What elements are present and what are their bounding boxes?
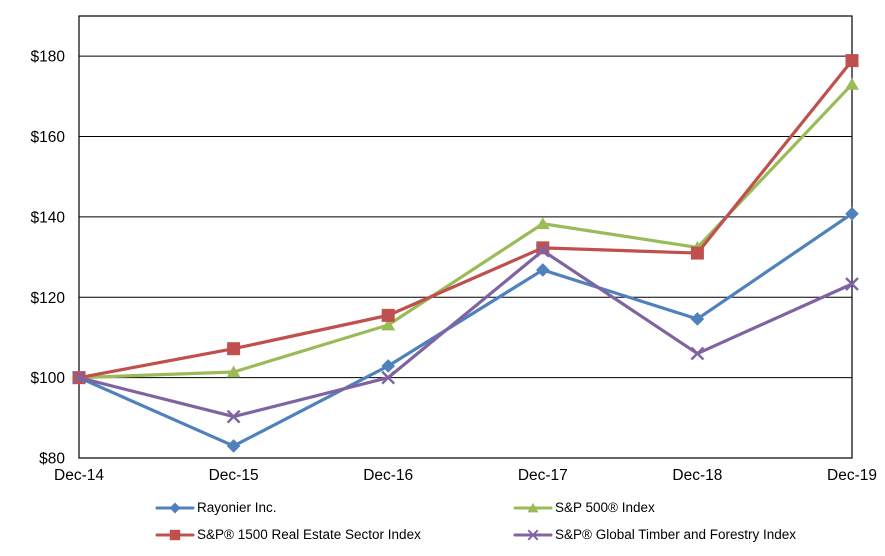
y-tick-label: $160 (31, 129, 66, 146)
y-tick-label: $120 (31, 290, 66, 307)
data-point-marker (227, 342, 241, 356)
y-tick-label: $180 (31, 49, 66, 66)
data-point-marker (381, 318, 396, 331)
series-line (77, 249, 854, 419)
x-marker (845, 277, 859, 291)
legend-label: Rayonier Inc. (197, 500, 277, 515)
square-marker (845, 54, 859, 68)
legend-item-sp-global-timber: S&P® Global Timber and Forestry Index (513, 527, 796, 542)
x-marker (527, 529, 539, 540)
data-point-marker (72, 370, 86, 385)
x-marker (535, 243, 550, 258)
square-marker-icon (155, 529, 195, 540)
x-axis-labels: Dec-14 Dec-15 Dec-16 Dec-17 Dec-18 Dec-19 (54, 467, 877, 484)
legend-item-sp500: S&P 500® Index (513, 500, 655, 515)
triangle-marker (535, 217, 550, 230)
triangle-marker (527, 502, 539, 512)
legend-marker (169, 529, 181, 540)
data-point-marker (535, 217, 550, 230)
series-line (77, 59, 854, 380)
x-marker (226, 409, 241, 424)
square-marker (381, 308, 395, 322)
x-marker (381, 370, 396, 385)
legend-item-rayonier: Rayonier Inc. (155, 500, 277, 515)
series-lines (72, 54, 859, 453)
x-marker-icon (513, 529, 553, 540)
triangle-marker (226, 365, 241, 378)
legend-item-sp1500-real-estate: S&P® 1500 Real Estate Sector Index (155, 527, 421, 542)
data-point-marker (535, 243, 550, 258)
diamond-marker-icon (155, 502, 195, 513)
data-point-marker (845, 277, 859, 291)
data-point-marker (536, 263, 550, 277)
data-point-marker (381, 308, 395, 322)
data-point-marker (226, 365, 241, 378)
data-point-marker (226, 409, 241, 424)
legend-marker (527, 529, 539, 540)
series-triangle (72, 77, 859, 384)
series-line (77, 82, 854, 380)
y-tick-label: $140 (31, 209, 66, 226)
plot-area-border (78, 15, 853, 459)
data-point-marker (845, 54, 859, 68)
x-tick-label: Dec-16 (363, 467, 413, 484)
y-tick-label: $80 (39, 451, 65, 468)
legend-label: S&P® 1500 Real Estate Sector Index (197, 527, 421, 542)
data-point-marker (381, 359, 395, 373)
x-marker (690, 346, 705, 361)
diamond-marker (169, 502, 181, 513)
series-line (77, 212, 854, 448)
legend-marker (169, 502, 181, 513)
data-point-marker (690, 246, 704, 260)
triangle-marker (845, 77, 859, 90)
plot-border (78, 15, 853, 459)
legend-marker (527, 502, 539, 512)
x-tick-label: Dec-15 (209, 467, 259, 484)
y-tick-label: $100 (31, 370, 66, 387)
data-point-marker (226, 439, 241, 453)
gridlines (79, 55, 852, 459)
y-axis-labels: $80 $100 $120 $140 $160 $180 (31, 49, 66, 468)
legend-label: S&P® Global Timber and Forestry Index (555, 527, 797, 542)
series-x (72, 243, 859, 424)
legend-label: S&P 500® Index (555, 500, 655, 515)
x-tick-label: Dec-18 (672, 467, 722, 484)
data-point-marker (381, 370, 396, 385)
data-point-marker (845, 77, 859, 90)
triangle-marker-icon (513, 502, 553, 512)
diamond-marker (381, 359, 395, 373)
x-tick-label: Dec-19 (827, 467, 877, 484)
diamond-marker (536, 263, 550, 277)
performance-line-chart: $80$100$120$140$160$180 Dec-14 Dec-15 Dec-… (31, 15, 877, 484)
x-tick-label: Dec-17 (518, 467, 568, 484)
diamond-marker (226, 439, 241, 453)
x-marker (72, 370, 86, 385)
x-tick-label: Dec-14 (54, 467, 104, 484)
square-marker (169, 529, 181, 540)
data-point-marker (690, 346, 705, 361)
triangle-marker (381, 318, 396, 331)
square-marker (227, 342, 241, 356)
square-marker (690, 246, 704, 260)
series-diamond (72, 206, 859, 453)
